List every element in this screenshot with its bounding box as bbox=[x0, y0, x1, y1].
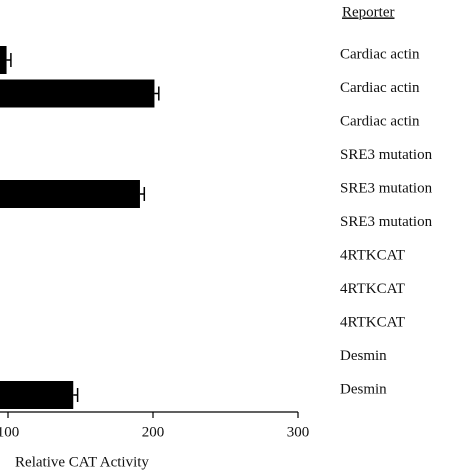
error-bar bbox=[139, 187, 146, 201]
bar bbox=[0, 381, 74, 409]
category-label: SRE3 mutation bbox=[340, 180, 433, 196]
error-bar bbox=[154, 86, 160, 101]
category-label: Desmin bbox=[340, 348, 387, 364]
bar bbox=[0, 79, 155, 108]
error-bar bbox=[6, 53, 12, 67]
x-tick-label: 300 bbox=[287, 424, 310, 440]
x-tick-label: 100 bbox=[0, 424, 19, 440]
x-tick-label: 200 bbox=[142, 424, 165, 440]
category-label: Cardiac actin bbox=[340, 80, 420, 96]
category-label: Cardiac actin bbox=[340, 113, 420, 129]
x-axis-label: Relative CAT Activity bbox=[15, 454, 149, 470]
category-label: 4RTKCAT bbox=[340, 314, 405, 330]
category-label: Cardiac actin bbox=[340, 46, 420, 62]
error-bar bbox=[73, 388, 79, 402]
category-label: Desmin bbox=[340, 381, 387, 397]
category-label: SRE3 mutation bbox=[340, 214, 433, 230]
category-label: SRE3 mutation bbox=[340, 147, 433, 163]
category-label: 4RTKCAT bbox=[340, 247, 405, 263]
legend-title: Reporter bbox=[342, 4, 394, 20]
bar bbox=[0, 46, 7, 74]
category-label: 4RTKCAT bbox=[340, 281, 405, 297]
bar bbox=[0, 180, 140, 208]
